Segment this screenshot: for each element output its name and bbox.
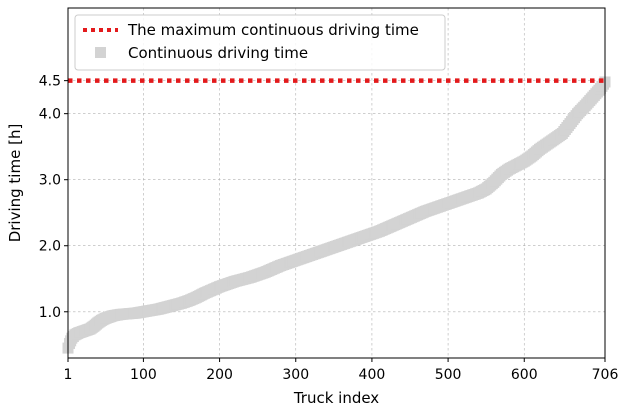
x-tick-label: 400	[359, 367, 386, 383]
series-layer	[62, 76, 611, 354]
x-axis-label: Truck index	[293, 389, 379, 407]
x-tick-label: 1	[64, 367, 73, 383]
x-tick-label: 100	[130, 367, 157, 383]
legend-scatter-swatch	[95, 47, 106, 58]
y-tick-label: 3.0	[39, 173, 61, 189]
x-tick-label: 300	[282, 367, 309, 383]
axis-layer: 1 100 200 300 400 500 600 706 1.0 2.0 3.0 4.0 4.5	[39, 74, 619, 383]
legend-hline-label: The maximum continuous driving time	[127, 21, 419, 39]
y-tick-label: 2.0	[39, 239, 61, 255]
y-tick-label: 1.0	[39, 305, 61, 321]
x-tick-label: 600	[511, 367, 538, 383]
y-axis-label: Driving time [h]	[6, 124, 24, 243]
x-tick-label: 200	[206, 367, 233, 383]
y-tick-label: 4.0	[39, 107, 61, 123]
legend-box	[74, 14, 446, 71]
y-tick-label: 4.5	[39, 74, 61, 90]
legend: The maximum continuous driving time Cont…	[74, 14, 446, 71]
legend-scatter-label: Continuous driving time	[128, 44, 308, 62]
plot-frame	[67, 7, 606, 359]
x-tick-label: 500	[435, 367, 462, 383]
x-tick-label: 706	[592, 367, 619, 383]
